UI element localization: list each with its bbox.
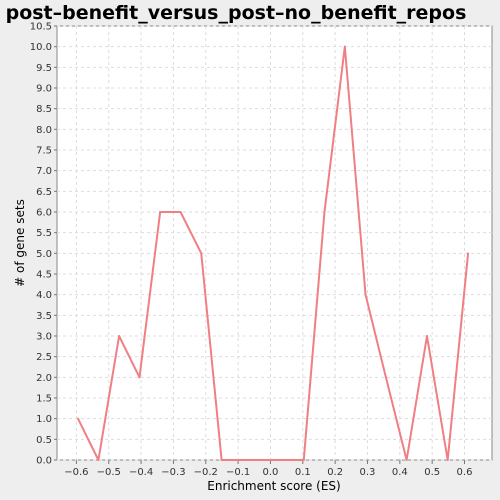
series-line — [77, 45, 470, 461]
data-point — [302, 459, 305, 461]
data-point — [282, 459, 285, 461]
x-tick-label: −0.5 — [97, 467, 121, 478]
y-tick-label: 5.5 — [36, 228, 52, 239]
data-point — [118, 335, 121, 337]
x-axis: −0.6 −0.5 −0.4 −0.3 −0.2 −0.1 0.0 0.1 0.2 0.3 0.4 0… — [64, 460, 472, 478]
x-tick-label: 0.4 — [392, 467, 408, 478]
x-tick-label: −0.2 — [194, 467, 218, 478]
y-tick-label: 3.5 — [36, 311, 52, 322]
chart-title: post–benefit_versus_post–no_benefit_repo… — [6, 2, 467, 24]
plot-area — [56, 25, 493, 461]
y-tick-label: 6.5 — [36, 187, 52, 198]
y-tick-label: 7.5 — [36, 146, 52, 157]
y-tick-label: 7.0 — [36, 166, 52, 177]
y-tick-label: 9.0 — [36, 84, 52, 95]
y-axis: 0.0 0.5 1.0 1.5 2.0 2.5 3.0 3.5 4.0 4.5 5.0 5.5 6.0 6… — [30, 22, 57, 467]
y-tick-label: 3.0 — [36, 332, 52, 343]
y-tick-label: 10.5 — [30, 22, 52, 33]
y-tick-label: 1.5 — [36, 394, 52, 405]
data-point — [138, 376, 141, 379]
y-tick-label: 8.0 — [36, 125, 52, 136]
y-tick-label: 1.0 — [36, 414, 52, 425]
y-tick-label: 4.5 — [36, 270, 52, 281]
x-tick-label: 0.1 — [295, 467, 311, 478]
data-point — [179, 211, 182, 213]
data-point — [77, 417, 80, 420]
y-tick-label: 2.5 — [36, 352, 52, 363]
y-tick-label: 5.0 — [36, 249, 52, 260]
data-point — [467, 252, 470, 255]
x-tick-label: 0.0 — [263, 467, 279, 478]
y-tick-label: 10.0 — [30, 42, 52, 53]
data-point — [241, 459, 244, 461]
y-axis-label: # of gene sets — [13, 199, 27, 287]
x-tick-label: 0.5 — [424, 467, 440, 478]
y-tick-label: 6.0 — [36, 208, 52, 219]
data-point — [364, 293, 367, 296]
x-tick-label: −0.6 — [64, 467, 88, 478]
x-tick-label: −0.3 — [161, 467, 185, 478]
data-point — [425, 335, 428, 337]
x-axis-label: Enrichment score (ES) — [207, 479, 340, 493]
y-tick-label: 0.5 — [36, 435, 52, 446]
data-point — [97, 459, 100, 461]
y-tick-label: 9.5 — [36, 63, 52, 74]
data-point — [200, 252, 203, 255]
data-point — [446, 459, 449, 461]
x-tick-label: −0.1 — [226, 467, 250, 478]
data-point — [220, 459, 223, 461]
x-tick-label: 0.6 — [457, 467, 473, 478]
y-tick-label: 4.0 — [36, 290, 52, 301]
data-point — [159, 211, 162, 213]
x-tick-label: −0.4 — [129, 467, 153, 478]
data-point — [384, 376, 387, 379]
x-tick-label: 0.2 — [327, 467, 343, 478]
y-tick-label: 8.5 — [36, 104, 52, 115]
y-tick-label: 2.0 — [36, 373, 52, 384]
data-point — [405, 459, 408, 461]
data-point — [343, 45, 346, 48]
data-point — [323, 211, 326, 213]
y-tick-label: 0.0 — [36, 456, 52, 467]
series-group — [77, 45, 470, 461]
x-tick-label: 0.3 — [360, 467, 376, 478]
data-point — [261, 459, 264, 461]
